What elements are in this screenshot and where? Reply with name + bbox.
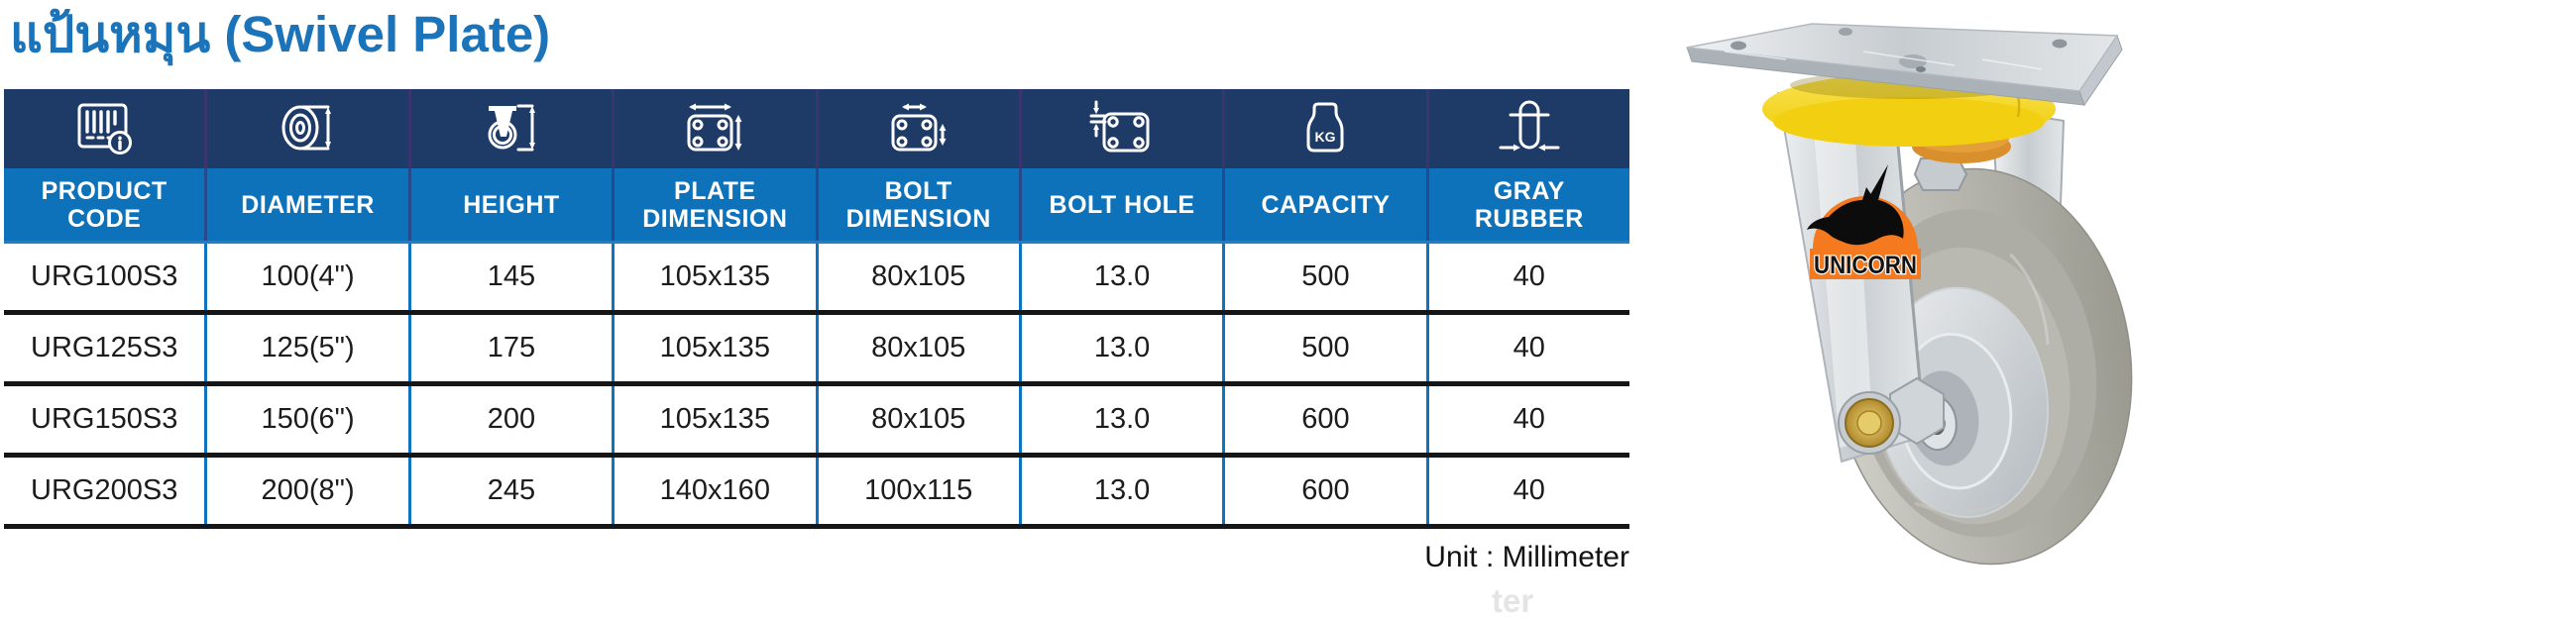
bolt-hole-cell: 13.0 [1018,458,1222,524]
product-code-cell: URG150S3 [31,403,178,435]
table-icon-row: KG [4,89,1629,168]
diameter-cell: 125(5") [204,315,407,381]
watermark-fragment: ter [1492,582,1534,619]
table-row: URG100S3 100(4") 145 105x135 80x105 13.0… [4,244,1629,315]
bolt-dimension-icon [815,89,1019,168]
plate-bolt-hole [2052,39,2068,49]
wheel-diameter-icon [204,89,407,168]
product-code-cell: URG125S3 [31,332,178,363]
plate-dimension-cell: 140x160 [612,458,815,524]
height-cell: 245 [407,458,612,524]
table-row: URG150S3 150(6") 200 105x135 80x105 13.0… [4,386,1629,458]
gray-rubber-wheel [1832,167,2133,566]
header-bolt-hole: BOLT HOLE [1018,168,1222,241]
capacity-kg-icon: KG [1222,89,1425,168]
wheel-width-icon [1425,89,1629,168]
header-bolt-dimension: BOLT DIMENSION [815,168,1019,241]
gray-rubber-cell: 40 [1425,386,1629,453]
unicorn-horn [1868,164,1888,200]
bolt-hole-icon [1018,89,1222,168]
bolt-hole-cell: 13.0 [1018,315,1222,381]
product-photo-swivel-caster: UNICORN [1686,23,2133,566]
unicorn-brand-logo: UNICORN [1807,164,1921,280]
plate-dimension-cell: 105x135 [612,315,815,381]
header-gray-rubber: GRAY RUBBER [1425,168,1629,241]
gray-rubber-cell: 40 [1425,244,1629,310]
capacity-cell: 500 [1222,315,1425,381]
diameter-cell: 200(8") [204,458,407,524]
header-plate-dimension: PLATE DIMENSION [612,168,815,241]
bolt-dimension-cell: 80x105 [815,244,1019,310]
capacity-cell: 600 [1222,386,1425,453]
plate-dimension-icon [612,89,815,168]
plate-bolt-hole [1839,28,1852,36]
gray-rubber-cell: 40 [1425,458,1629,524]
diameter-cell: 150(6") [204,386,407,453]
bolt-dimension-cell: 80x105 [815,386,1019,453]
table-body: URG100S3 100(4") 145 105x135 80x105 13.0… [4,241,1629,529]
plate-dimension-cell: 105x135 [612,244,815,310]
header-product-code: PRODUCT CODE [41,176,168,233]
bolt-dimension-cell: 80x105 [815,315,1019,381]
bolt-hole-cell: 13.0 [1018,244,1222,310]
table-header-row: PRODUCT CODE DIAMETER HEIGHT PLATE DIMEN… [4,168,1629,241]
bolt-hole-cell: 13.0 [1018,386,1222,453]
spec-table: KG PRODUCT CODE DIAMETER HEIGHT PLATE DI… [4,89,1629,529]
height-cell: 200 [407,386,612,453]
kg-label: KG [1315,129,1336,145]
diameter-cell: 100(4") [204,244,407,310]
capacity-cell: 600 [1222,458,1425,524]
gray-rubber-cell: 40 [1425,315,1629,381]
unit-note: Unit : Millimeter [1424,541,1629,573]
height-cell: 175 [407,315,612,381]
table-row: URG125S3 125(5") 175 105x135 80x105 13.0… [4,315,1629,386]
product-code-cell: URG100S3 [31,260,178,292]
caster-height-icon [407,89,612,168]
page-title: แป้นหมุน (Swivel Plate) [10,6,551,62]
table-row: URG200S3 200(8") 245 140x160 100x115 13.… [4,458,1629,529]
brand-logo-text: UNICORN [1814,252,1917,279]
capacity-cell: 500 [1222,244,1425,310]
header-height: HEIGHT [407,168,612,241]
plate-dimension-cell: 105x135 [612,386,815,453]
plate-bolt-hole [1731,41,1746,51]
product-code-cell: URG200S3 [31,474,178,506]
height-cell: 145 [407,244,612,310]
unicorn-head-icon [1807,187,1904,246]
header-capacity: CAPACITY [1222,168,1425,241]
header-diameter: DIAMETER [204,168,407,241]
product-code-barcode-icon [4,89,204,168]
bolt-dimension-cell: 100x115 [815,458,1019,524]
mounting-plate [1686,23,2123,107]
